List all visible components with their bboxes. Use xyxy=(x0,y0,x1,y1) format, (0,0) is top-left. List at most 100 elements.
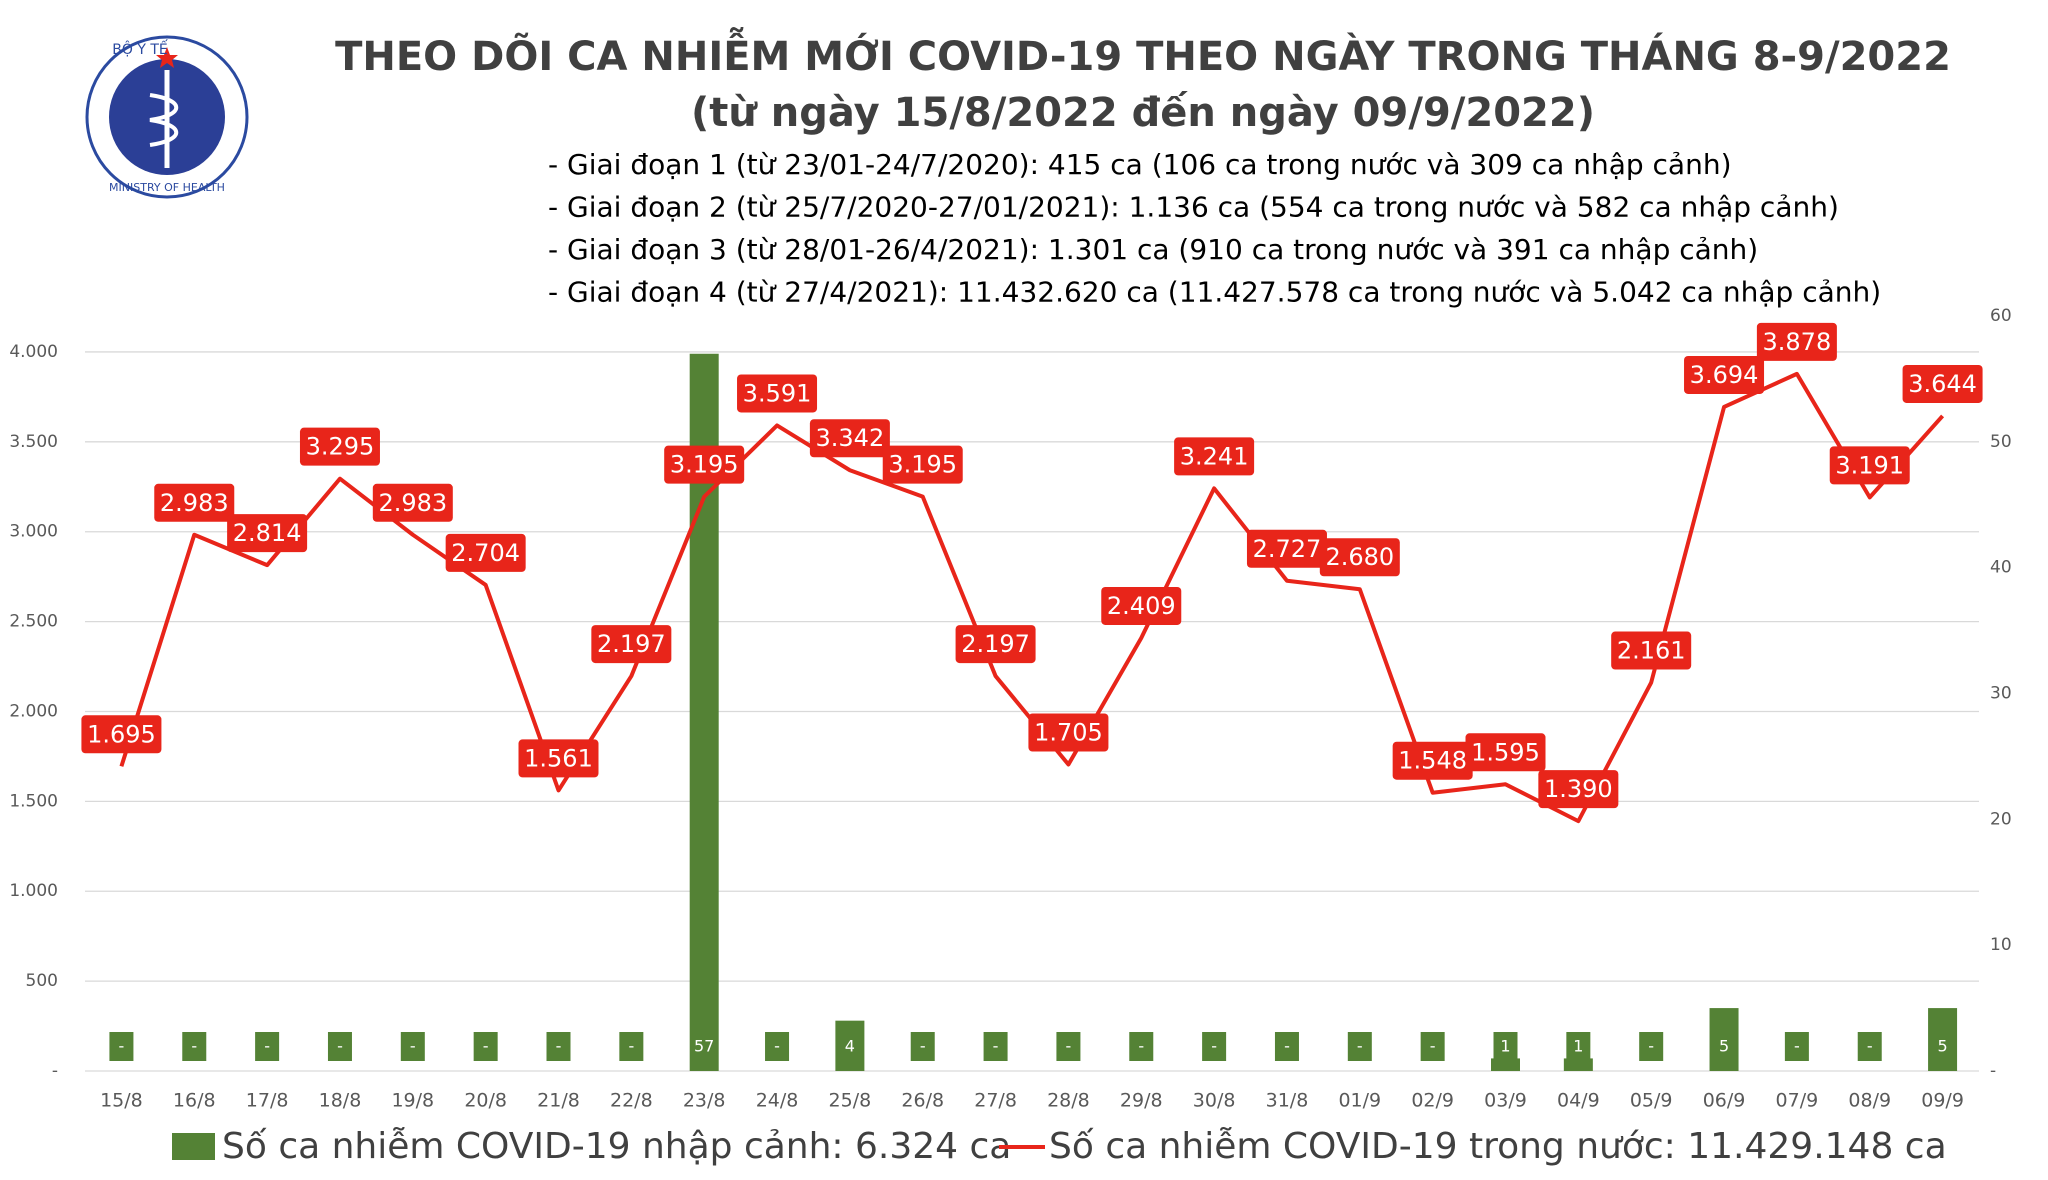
x-tick-label: 07/9 xyxy=(1776,1090,1819,1112)
legend-label: Số ca nhiễm COVID-19 nhập cảnh: 6.324 ca xyxy=(222,1126,1011,1167)
value-label-box xyxy=(1246,529,1327,568)
bar-label-box xyxy=(1566,1032,1591,1061)
bar-label-box xyxy=(473,1032,498,1061)
value-label-box xyxy=(664,445,745,484)
legend-swatch xyxy=(172,1133,215,1160)
value-label-box xyxy=(1756,322,1837,361)
value-label-box xyxy=(445,533,526,572)
note: - Giai đoạn 3 (từ 28/01-26/4/2021): 1.30… xyxy=(548,233,1758,266)
bar-label: - xyxy=(1357,1037,1363,1056)
value-label-box xyxy=(154,483,235,522)
x-tick-label: 15/8 xyxy=(100,1090,143,1112)
value-label-box xyxy=(1319,538,1400,577)
bar-label: 1 xyxy=(1500,1037,1510,1056)
bar-label-box xyxy=(182,1032,207,1061)
value-label: 2.983 xyxy=(160,489,229,517)
bar-label: - xyxy=(1794,1037,1800,1056)
bar-label: - xyxy=(191,1037,197,1056)
value-label-box xyxy=(518,739,599,778)
bar-label: - xyxy=(1066,1037,1072,1056)
bar-label-box xyxy=(765,1032,790,1061)
chart-subtitle: (từ ngày 15/8/2022 đến ngày 09/9/2022) xyxy=(691,90,1595,136)
legend-label: Số ca nhiễm COVID-19 trong nước: 11.429.… xyxy=(1049,1126,1947,1167)
value-label-box xyxy=(227,514,308,553)
bar-label-box xyxy=(619,1032,644,1061)
x-tick-label: 28/8 xyxy=(1047,1090,1090,1112)
value-label-box xyxy=(737,374,818,413)
y-tick-label: 3.500 xyxy=(9,432,58,452)
bar-label-box xyxy=(546,1032,571,1061)
x-tick-label: 22/8 xyxy=(610,1090,653,1112)
x-tick-label: 29/8 xyxy=(1120,1090,1163,1112)
value-label: 2.983 xyxy=(378,489,447,517)
bar-label: 4 xyxy=(845,1037,855,1056)
value-label: 2.680 xyxy=(1325,543,1394,571)
y-tick-label: 1.500 xyxy=(9,791,58,811)
value-label: 1.390 xyxy=(1544,775,1613,803)
x-tick-label: 17/8 xyxy=(246,1090,289,1112)
bar-label-box xyxy=(1056,1032,1081,1061)
value-label-box xyxy=(1538,770,1619,809)
x-tick-label: 21/8 xyxy=(537,1090,580,1112)
x-tick-label: 01/9 xyxy=(1338,1090,1381,1112)
logo: BỘ Y TẾ MINISTRY OF HEALTH xyxy=(85,35,249,199)
bar-label: - xyxy=(1430,1037,1436,1056)
bar-label-box xyxy=(692,1032,717,1061)
value-label-box xyxy=(1101,586,1182,625)
bar-label: - xyxy=(119,1037,125,1056)
bar-label: - xyxy=(1284,1037,1290,1056)
y-tick-label: 3.000 xyxy=(9,522,58,542)
value-label: 2.409 xyxy=(1107,592,1176,620)
x-tick-label: 24/8 xyxy=(756,1090,799,1112)
x-tick-label: 19/8 xyxy=(391,1090,434,1112)
x-tick-label: 20/8 xyxy=(464,1090,507,1112)
bar-label: - xyxy=(1867,1037,1873,1056)
x-tick-label: 05/9 xyxy=(1630,1090,1673,1112)
y2-tick-label: 20 xyxy=(1990,809,2012,829)
y-tick-label: - xyxy=(52,1061,58,1081)
value-label-box xyxy=(1028,713,1109,752)
value-label-box xyxy=(1465,733,1546,772)
value-label-box xyxy=(1174,437,1255,476)
value-label: 2.814 xyxy=(233,519,302,547)
x-tick-label: 04/9 xyxy=(1557,1090,1600,1112)
value-label: 3.295 xyxy=(306,433,375,461)
y2-tick-label: - xyxy=(1990,1061,1996,1081)
bar-label: 5 xyxy=(1937,1037,1947,1056)
bar-label: - xyxy=(337,1037,343,1056)
value-label: 3.591 xyxy=(743,379,812,407)
value-label: 2.197 xyxy=(597,630,666,658)
value-label-box xyxy=(1684,355,1765,394)
bar-label-box xyxy=(910,1032,935,1061)
bar-label-box xyxy=(1129,1032,1154,1061)
value-label: 3.342 xyxy=(816,424,885,452)
bar-label: - xyxy=(628,1037,634,1056)
bar-label: 57 xyxy=(694,1037,714,1056)
x-tick-label: 26/8 xyxy=(901,1090,944,1112)
bar-label: - xyxy=(920,1037,926,1056)
value-label: 3.241 xyxy=(1180,442,1249,470)
x-tick-label: 18/8 xyxy=(319,1090,362,1112)
x-tick-label: 02/9 xyxy=(1411,1090,1454,1112)
value-label-box xyxy=(1829,446,1910,485)
value-label: 2.727 xyxy=(1253,535,1322,563)
bar-label-box xyxy=(1274,1032,1299,1061)
bar-label-box xyxy=(1784,1032,1809,1061)
bar-label: - xyxy=(410,1037,416,1056)
value-label-box xyxy=(1902,364,1983,403)
x-tick-label: 06/9 xyxy=(1703,1090,1746,1112)
x-tick-label: 09/9 xyxy=(1921,1090,1964,1112)
value-label: 2.161 xyxy=(1617,637,1686,665)
y2-tick-label: 60 xyxy=(1990,306,2012,326)
bar-label-box xyxy=(1639,1032,1664,1061)
bar-label-box xyxy=(1420,1032,1445,1061)
bar-label: 5 xyxy=(1719,1037,1729,1056)
value-label: 3.878 xyxy=(1763,328,1832,356)
value-label: 2.704 xyxy=(451,539,520,567)
value-label: 1.595 xyxy=(1471,738,1540,766)
value-label-box xyxy=(299,427,380,466)
bar-label: - xyxy=(1211,1037,1217,1056)
x-tick-label: 16/8 xyxy=(173,1090,216,1112)
bar xyxy=(1563,1058,1593,1071)
